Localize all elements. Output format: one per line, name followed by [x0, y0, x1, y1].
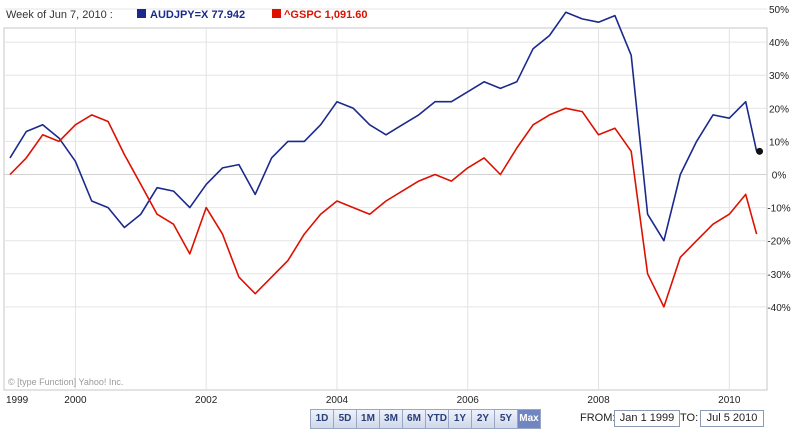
x-tick-label: 2004	[326, 395, 349, 406]
y-tick-label: -10%	[767, 204, 790, 215]
end-marker-dot	[756, 147, 764, 155]
range-button-1m[interactable]: 1M	[357, 410, 380, 428]
y-axis-tick-labels: 50% 40% 30% 20% 10% 0% -10% -20% -30% -40%	[767, 5, 790, 314]
copyright-text: © [type Function] Yahoo! Inc.	[8, 377, 123, 387]
legend-swatch-gspc	[272, 9, 281, 18]
y-tick-label: 40%	[769, 38, 789, 49]
end-markers	[756, 147, 764, 155]
week-label: Week of Jun 7, 2010 :	[6, 9, 113, 21]
range-button-3m[interactable]: 3M	[380, 410, 403, 428]
x-tick-label: 2006	[457, 395, 480, 406]
y-tick-label: -40%	[767, 303, 790, 314]
y-tick-label: -30%	[767, 270, 790, 281]
range-button-1y[interactable]: 1Y	[449, 410, 472, 428]
vertical-gridlines	[74, 28, 730, 390]
x-tick-label: 1999	[6, 395, 29, 406]
legend-swatch-audjpy	[137, 9, 146, 18]
range-button-bar: 1D 5D 1M 3M 6M YTD 1Y 2Y 5Y Max	[310, 409, 541, 429]
range-button-6m[interactable]: 6M	[403, 410, 426, 428]
from-date-field[interactable]: Jan 1 1999	[614, 410, 680, 427]
range-button-1d[interactable]: 1D	[311, 410, 334, 428]
y-tick-label: 10%	[769, 137, 789, 148]
plot-background	[3, 27, 768, 391]
range-button-max[interactable]: Max	[518, 410, 540, 428]
series-line-audjpyx	[9, 11, 758, 242]
y-tick-label: 50%	[769, 5, 789, 16]
x-tick-label: 2002	[195, 395, 218, 406]
x-tick-label: 2000	[64, 395, 87, 406]
y-tick-label: 0%	[772, 171, 787, 182]
series-lines	[9, 11, 758, 308]
horizontal-gridlines	[4, 8, 767, 308]
range-button-2y[interactable]: 2Y	[472, 410, 495, 428]
x-tick-label: 2010	[718, 395, 741, 406]
range-button-ytd[interactable]: YTD	[426, 410, 449, 428]
to-date-field[interactable]: Jul 5 2010	[700, 410, 764, 427]
y-tick-label: 30%	[769, 71, 789, 82]
to-label: TO:	[680, 412, 699, 424]
legend-label-gspc: ^GSPC 1,091.60	[284, 9, 367, 21]
x-tick-label: 2008	[587, 395, 610, 406]
range-button-5y[interactable]: 5Y	[495, 410, 518, 428]
x-axis-tick-labels: 1999 2000 2002 2004 2006 2008 2010	[6, 395, 741, 406]
range-button-5d[interactable]: 5D	[334, 410, 357, 428]
from-label: FROM:	[580, 412, 616, 424]
series-line-gspc	[9, 107, 758, 308]
y-tick-label: -20%	[767, 237, 790, 248]
y-tick-label: 20%	[769, 104, 789, 115]
legend-label-audjpy: AUDJPY=X 77.942	[150, 9, 245, 21]
